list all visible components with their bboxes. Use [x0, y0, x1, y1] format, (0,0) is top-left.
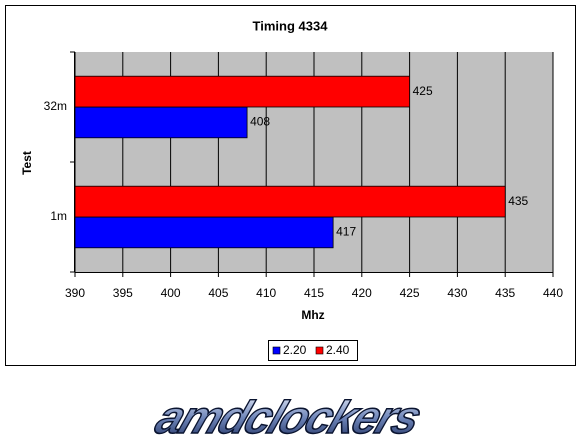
- x-tick-label: 435: [495, 286, 515, 300]
- x-tick-label: 425: [400, 286, 420, 300]
- x-tick-label: 390: [65, 286, 85, 300]
- x-axis-label: Mhz: [301, 308, 324, 322]
- x-tick-label: 430: [447, 286, 467, 300]
- bar: [74, 106, 248, 139]
- y-tick-label: 1m: [50, 209, 67, 223]
- x-tick-label: 415: [304, 286, 324, 300]
- y-axis-label: Test: [20, 151, 34, 175]
- value-label: 435: [508, 194, 528, 208]
- x-tick-label: 405: [208, 286, 228, 300]
- bar: [74, 75, 411, 108]
- chart-title: Timing 4334: [253, 18, 329, 33]
- x-tick-label: 420: [352, 286, 372, 300]
- logo: amdclockers: [149, 392, 428, 441]
- bar: [74, 185, 506, 218]
- x-tick-label: 440: [543, 286, 563, 300]
- legend-label: 2.20: [283, 343, 307, 357]
- y-tick-label: 32m: [44, 99, 67, 113]
- x-tick-label: 400: [161, 286, 181, 300]
- value-label: 425: [413, 84, 433, 98]
- legend: [268, 340, 358, 361]
- bar: [74, 216, 334, 249]
- x-tick-label: 395: [113, 286, 133, 300]
- legend-label: 2.40: [326, 343, 350, 357]
- value-label: 417: [336, 225, 356, 239]
- legend-swatch: [272, 346, 281, 355]
- x-tick-label: 410: [256, 286, 276, 300]
- legend-swatch: [315, 346, 324, 355]
- value-label: 408: [250, 115, 270, 129]
